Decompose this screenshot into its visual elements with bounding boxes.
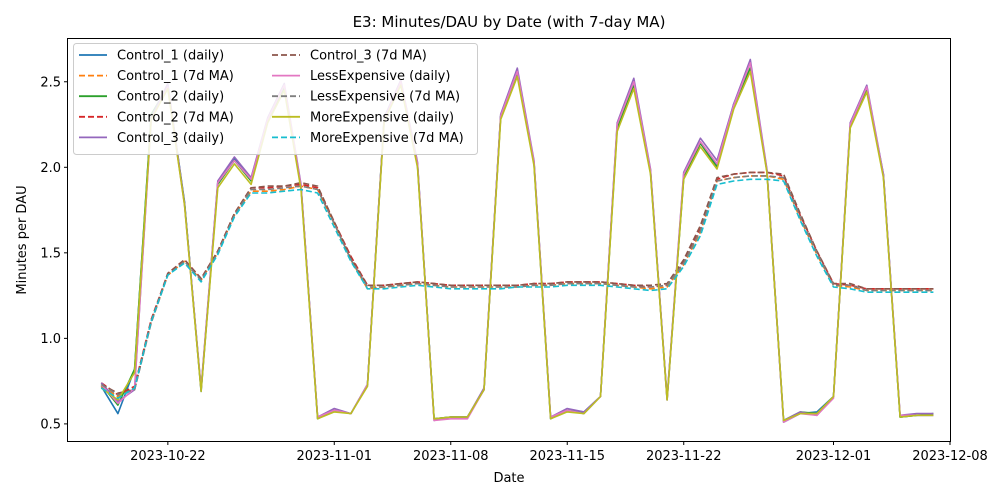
legend-label: Control_1 (daily) [117,49,224,64]
x-axis: 2023-10-22 2023-11-01 2023-11-08 2023-11-15… [130,441,988,464]
legend-label: Control_3 (daily) [117,131,224,146]
y-axis: 0.5 1.0 1.5 2.0 2.5 [40,75,68,432]
y-tick-label: 1.0 [40,332,61,347]
x-tick-label: 2023-12-01 [796,449,872,464]
legend-label: Control_2 (7d MA) [117,110,234,125]
plot-frame [67,38,951,442]
series-line-5 [100,171,934,394]
legend-box [73,43,478,155]
series-line-3 [100,171,934,396]
legend-label: MoreExpensive (7d MA) [310,131,464,146]
x-tick-label: 2023-11-08 [413,449,489,464]
chart-title: E3: Minutes/DAU by Date (with 7-day MA) [353,13,666,31]
legend-label: Control_1 (7d MA) [117,69,234,84]
y-tick-label: 2.0 [40,161,61,176]
legend-label: Control_3 (7d MA) [310,49,427,64]
y-tick-label: 0.5 [40,417,61,432]
x-tick-label: 2023-10-22 [130,449,206,464]
series-line-8 [100,70,934,422]
legend-label: Control_2 (daily) [117,90,224,105]
x-axis-title: Date [493,471,524,486]
y-axis-title: Minutes per DAU [15,185,30,294]
series-line-4 [100,58,934,422]
series-line-9 [100,178,934,400]
x-tick-label: 2023-11-15 [529,449,605,464]
legend-label: MoreExpensive (daily) [310,110,454,125]
legend-label: LessExpensive (daily) [310,69,450,84]
legend: Control_1 (daily) Control_1 (7d MA) Contro… [73,43,478,155]
x-tick-label: 2023-11-01 [296,449,372,464]
legend-label: LessExpensive (7d MA) [310,90,460,105]
y-tick-label: 2.5 [40,75,61,90]
plot-lines [100,58,934,424]
y-tick-label: 1.5 [40,246,61,261]
x-tick-label: 2023-12-08 [912,449,988,464]
x-tick-label: 2023-11-22 [646,449,722,464]
